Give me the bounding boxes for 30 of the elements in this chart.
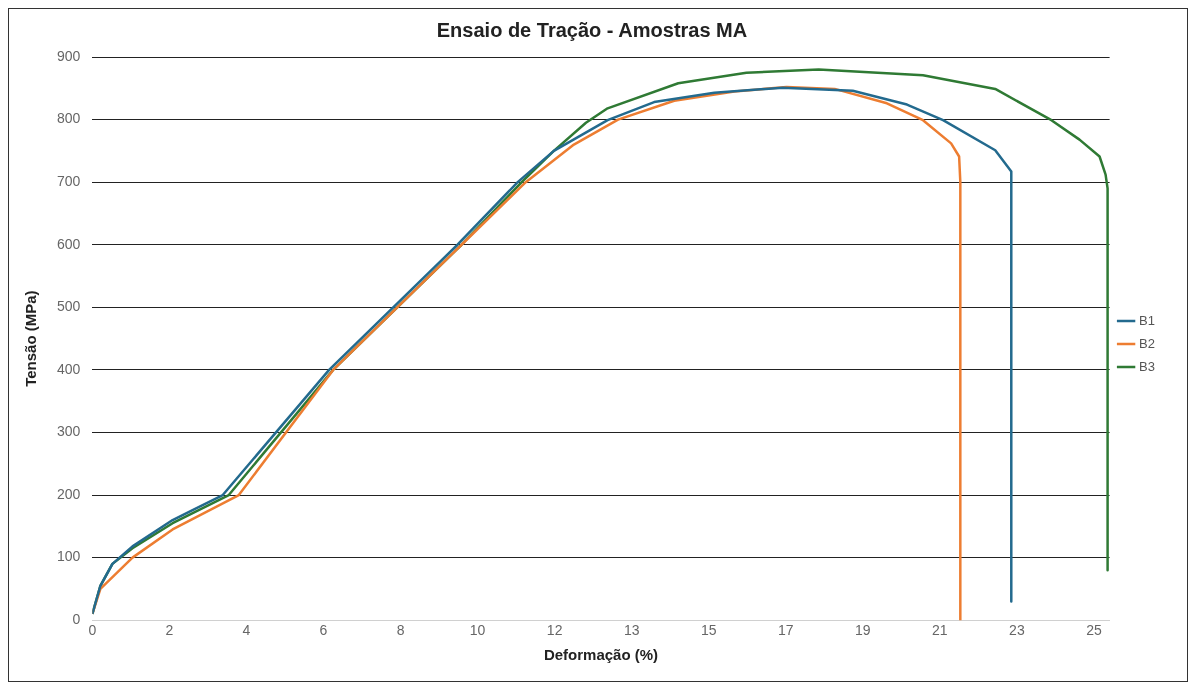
x-tick-label: 0: [88, 622, 97, 639]
x-tick-label: 10: [469, 622, 486, 639]
legend-label: B1: [1139, 312, 1156, 328]
x-tick-label: 6: [319, 622, 328, 639]
x-tick-label: 17: [777, 622, 794, 639]
y-tick-label: 300: [57, 423, 81, 440]
x-tick-label: 23: [1009, 622, 1025, 639]
chart-title: Ensaio de Tração - Amostras MA: [436, 18, 748, 41]
x-tick-label: 2: [165, 622, 174, 639]
x-tick-label: 15: [700, 622, 717, 639]
y-axis-title: Tensão (MPa): [22, 290, 40, 387]
x-tick-label: 19: [855, 622, 871, 639]
x-tick-label: 12: [546, 622, 563, 639]
y-tick-label: 100: [57, 548, 81, 565]
y-tick-label: 800: [57, 110, 81, 127]
x-tick-label: 13: [623, 622, 640, 639]
legend-label: B2: [1139, 335, 1156, 351]
y-tick-label: 400: [57, 360, 81, 377]
y-tick-label: 900: [57, 47, 81, 64]
y-tick-label: 600: [57, 235, 81, 252]
x-tick-label: 8: [396, 622, 405, 639]
x-tick-label: 4: [242, 622, 251, 639]
y-tick-label: 0: [72, 611, 81, 628]
y-tick-label: 700: [57, 173, 81, 190]
x-axis-title: Deformação (%): [543, 646, 659, 664]
y-tick-label: 200: [57, 485, 81, 502]
x-tick-label: 21: [932, 622, 948, 639]
legend-label: B3: [1139, 358, 1156, 374]
x-tick-label: 25: [1086, 622, 1102, 639]
y-tick-label: 500: [57, 298, 81, 315]
